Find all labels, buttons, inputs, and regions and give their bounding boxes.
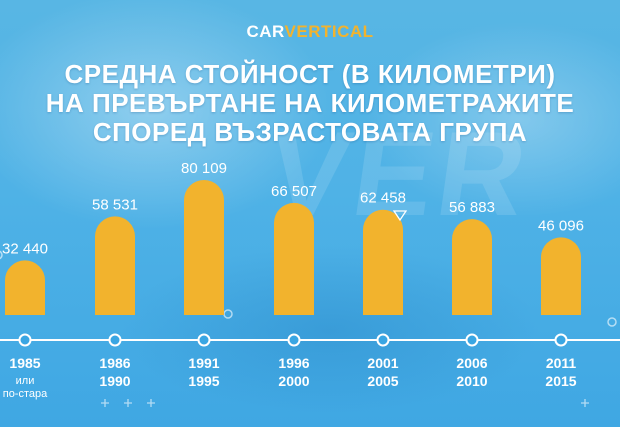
tick-label: 2015 (545, 373, 576, 389)
tick-label: 1991 (188, 355, 219, 371)
data-label: 32 440 (2, 240, 48, 257)
data-label: 56 883 (449, 199, 495, 216)
data-label: 58 531 (92, 196, 138, 213)
tick-label: 2010 (456, 373, 487, 389)
bar (541, 237, 581, 315)
tick-label: 1986 (99, 355, 130, 371)
decor-plus (581, 399, 589, 407)
bar (5, 260, 45, 315)
bar (452, 219, 492, 315)
tick-label: 2005 (367, 373, 398, 389)
axis-marker (554, 333, 568, 347)
bar (363, 209, 403, 315)
triangle-marker-icon (392, 210, 408, 222)
decor-plus (147, 399, 155, 407)
data-label: 46 096 (538, 217, 584, 234)
tick-label: 2001 (367, 355, 398, 371)
bar (274, 202, 314, 315)
chart-title-line-1: СРЕДНА СТОЙНОСТ (В КИЛОМЕТРИ) (64, 59, 556, 89)
axis-marker (376, 333, 390, 347)
tick-label: 1990 (99, 373, 130, 389)
axis-marker (108, 333, 122, 347)
tick-label: 1996 (278, 355, 309, 371)
bar (95, 216, 135, 315)
tick-label: 2000 (278, 373, 309, 389)
chart-title: СРЕДНА СТОЙНОСТ (В КИЛОМЕТРИ) НА ПРЕВЪРТ… (0, 60, 620, 147)
chart-title-line-3: СПОРЕД ВЪЗРАСТОВАТА ГРУПА (92, 117, 528, 147)
decor-plus (124, 399, 132, 407)
data-label: 62 458 (360, 190, 406, 207)
tick-label: 2006 (456, 355, 487, 371)
bar (184, 180, 224, 315)
decor-circle (607, 317, 617, 327)
tick-label: по-стара (3, 388, 48, 400)
brand-logo: CARVERTICAL (0, 22, 620, 42)
axis-marker (287, 333, 301, 347)
decor-circle (223, 309, 233, 319)
tick-label: 2011 (546, 355, 577, 371)
brand-logo-part1: CAR (246, 22, 285, 41)
tick-label: или (16, 375, 35, 387)
chart-title-line-2: НА ПРЕВЪРТАНЕ НА КИЛОМЕТРАЖИТЕ (45, 88, 575, 118)
brand-logo-part2: VERTICAL (284, 22, 374, 41)
data-label: 80 109 (181, 160, 227, 177)
axis-marker (465, 333, 479, 347)
data-label: 66 507 (271, 183, 317, 200)
tick-label: 1985 (9, 355, 40, 371)
decor-circle (0, 250, 3, 260)
axis-marker (18, 333, 32, 347)
decor-plus (101, 399, 109, 407)
tick-label: 1995 (188, 373, 219, 389)
axis-marker (197, 333, 211, 347)
